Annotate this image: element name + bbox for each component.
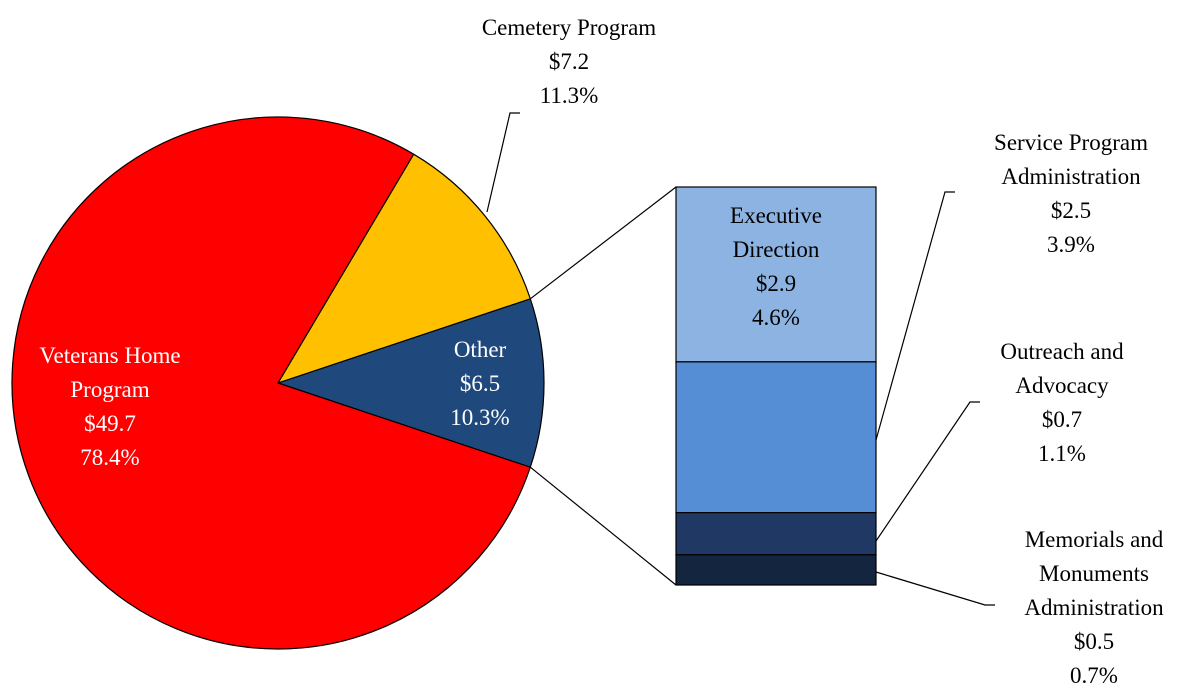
leader-line	[486, 112, 520, 213]
leader-line	[875, 401, 980, 542]
connector-line	[529, 466, 677, 586]
bar-segment	[675, 554, 877, 586]
data-label: Outreach and Advocacy $0.7 1.1%	[982, 335, 1142, 471]
category-label: Cemetery Program	[481, 15, 657, 40]
value-label: $2.5	[1050, 198, 1092, 223]
bar-segment	[675, 361, 877, 514]
data-label: Memorials and Monuments Administration $0…	[994, 523, 1194, 693]
percent-label: 1.1%	[1038, 441, 1086, 466]
category-label: Outreach and Advocacy	[1000, 339, 1124, 398]
percent-label: 4.6%	[752, 305, 800, 330]
category-label: Executive Direction	[730, 203, 822, 262]
value-label: $7.2	[548, 49, 590, 74]
data-label: Other $6.5 10.3%	[420, 333, 540, 435]
data-label: Executive Direction $2.9 4.6%	[701, 199, 851, 335]
value-label: $0.5	[1073, 629, 1115, 654]
percent-label: 78.4%	[80, 445, 140, 470]
percent-label: 3.9%	[1047, 232, 1095, 257]
percent-label: 11.3%	[539, 83, 599, 108]
category-label: Veterans Home Program	[39, 343, 181, 402]
data-label: Veterans Home Program $49.7 78.4%	[20, 339, 200, 475]
data-label: Cemetery Program $7.2 11.3%	[419, 11, 719, 113]
percent-label: 10.3%	[450, 405, 510, 430]
leader-line	[875, 571, 995, 606]
category-label: Memorials and Monuments Administration	[1024, 527, 1164, 620]
bar-segment	[675, 186, 877, 363]
pie-slice	[276, 298, 545, 468]
category-label: Service Program Administration	[994, 130, 1148, 189]
category-label: Other	[453, 337, 507, 362]
percent-label: 0.7%	[1070, 663, 1118, 688]
pie-slice	[11, 116, 532, 650]
bar-segment	[675, 512, 877, 556]
value-label: $6.5	[459, 371, 501, 396]
leader-line	[875, 191, 955, 441]
value-label: $49.7	[84, 411, 136, 436]
value-label: $2.9	[755, 271, 797, 296]
pie-slice	[276, 153, 532, 385]
value-label: $0.7	[1041, 407, 1083, 432]
data-label: Service Program Administration $2.5 3.9%	[961, 126, 1181, 262]
connector-line	[529, 186, 677, 300]
